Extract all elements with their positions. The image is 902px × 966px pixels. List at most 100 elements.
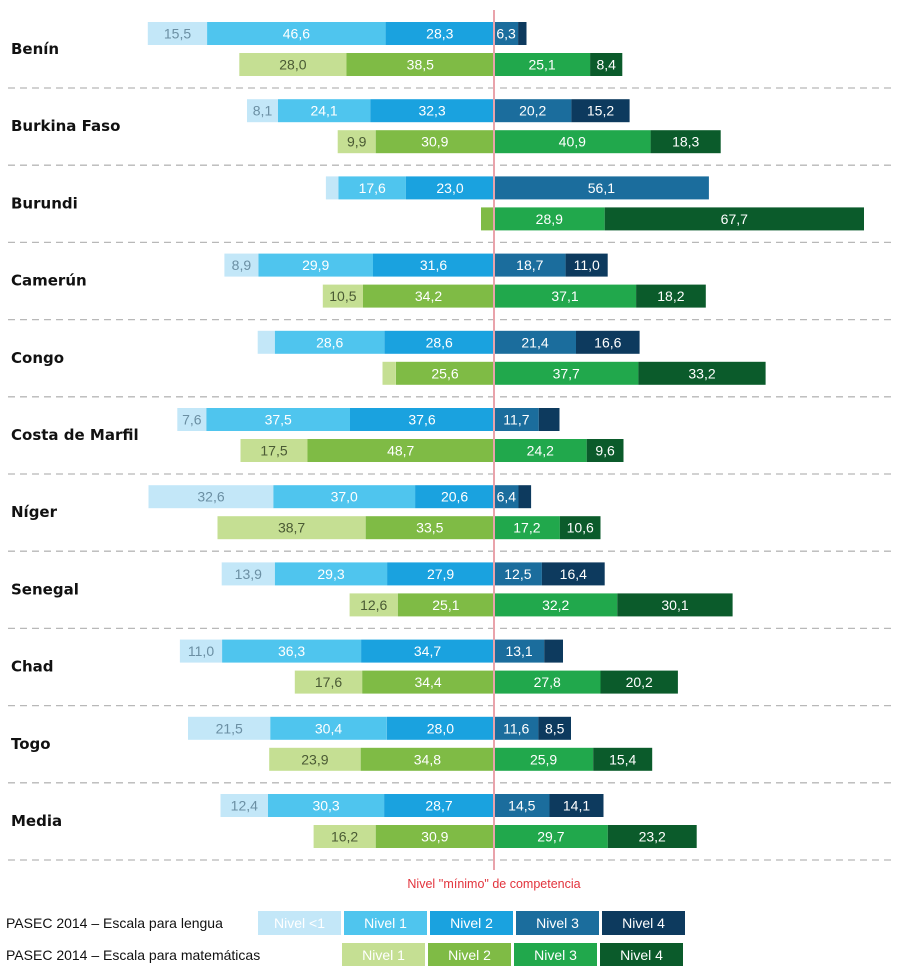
lengua-bar-5 xyxy=(518,22,527,45)
legend-label: Nivel 4 xyxy=(622,915,665,931)
lengua-bar-1 xyxy=(148,485,274,509)
lengua-bar-2 xyxy=(273,485,416,509)
lengua-bar-4 xyxy=(494,176,709,200)
matematicas-bar-1 xyxy=(240,439,308,462)
legend-swatch xyxy=(514,943,597,966)
matematicas-bar-1 xyxy=(313,825,376,848)
matematicas-bar-4 xyxy=(604,207,864,231)
legend-label: Nivel 2 xyxy=(448,947,491,963)
matematicas-bar-3 xyxy=(494,593,618,617)
lengua-bar-4 xyxy=(494,485,519,509)
lengua-data-label: 27,9 xyxy=(427,566,454,582)
lengua-bar-4 xyxy=(494,408,539,431)
legend-label: Nivel <1 xyxy=(274,915,325,931)
lengua-bar-3 xyxy=(385,22,494,45)
lengua-data-label: 37,0 xyxy=(331,489,358,505)
lengua-data-label: 6,3 xyxy=(496,26,516,42)
legend-swatch xyxy=(344,911,427,935)
legend-label: Nivel 3 xyxy=(536,915,579,931)
legend-title: PASEC 2014 – Escala para lengua xyxy=(6,915,223,931)
lengua-bar-4 xyxy=(494,99,572,123)
matematicas-bar-4 xyxy=(617,593,733,617)
lengua-bar-1 xyxy=(221,562,275,586)
lengua-data-label: 32,3 xyxy=(418,103,445,119)
lengua-bar-1 xyxy=(257,330,275,354)
matematicas-bar-1 xyxy=(217,516,366,540)
lengua-data-label: 15,5 xyxy=(164,26,191,42)
country-label: Media xyxy=(11,812,62,830)
legend-title: PASEC 2014 – Escala para matemáticas xyxy=(6,947,260,963)
matematicas-bar-1 xyxy=(322,284,363,308)
matematicas-data-label: 12,6 xyxy=(360,597,387,613)
matematicas-bar-2 xyxy=(396,361,494,385)
matematicas-bar-3 xyxy=(494,439,587,462)
lengua-data-label: 16,6 xyxy=(594,334,621,350)
lengua-data-label: 28,7 xyxy=(425,798,452,814)
lengua-bar-4 xyxy=(494,716,539,740)
legend-label: Nivel 2 xyxy=(450,915,493,931)
lengua-data-label: 18,7 xyxy=(516,257,543,273)
matematicas-data-label: 24,2 xyxy=(527,443,554,459)
matematicas-bar-2 xyxy=(307,439,494,462)
legend-swatch xyxy=(516,911,599,935)
lengua-bar-3 xyxy=(386,716,494,740)
lengua-bar-5 xyxy=(576,330,640,354)
lengua-data-label: 20,6 xyxy=(441,489,468,505)
matematicas-bar-2 xyxy=(375,825,494,848)
lengua-bar-5 xyxy=(518,485,532,509)
matematicas-data-label: 25,1 xyxy=(528,57,555,73)
matematicas-bar-3 xyxy=(494,361,639,385)
lengua-bar-2 xyxy=(270,716,387,740)
matematicas-bar-2 xyxy=(362,670,494,694)
matematicas-data-label: 16,2 xyxy=(331,829,358,845)
matematicas-data-label: 30,1 xyxy=(661,597,688,613)
matematicas-data-label: 25,6 xyxy=(431,365,458,381)
legend-label: Nivel 1 xyxy=(364,915,407,931)
lengua-data-label: 30,4 xyxy=(315,720,342,736)
country-label: Camerún xyxy=(11,272,87,290)
matematicas-data-label: 27,8 xyxy=(534,674,561,690)
lengua-bar-2 xyxy=(274,562,388,586)
matematicas-bar-4 xyxy=(600,670,678,694)
lengua-bar-3 xyxy=(405,176,494,200)
lengua-bar-2 xyxy=(206,408,350,431)
lengua-data-label: 20,2 xyxy=(519,103,546,119)
country-label: Burundi xyxy=(11,194,78,212)
lengua-data-label: 37,6 xyxy=(408,412,435,428)
legend: PASEC 2014 – Escala para lengua Nivel <1 N… xyxy=(6,911,685,966)
lengua-bar-3 xyxy=(370,99,494,123)
lengua-bar-2 xyxy=(274,330,385,354)
matematicas-bar-2 xyxy=(397,593,494,617)
lengua-bar-2 xyxy=(222,639,362,663)
matematicas-data-label: 30,9 xyxy=(421,829,448,845)
matematicas-bar-1 xyxy=(337,130,376,154)
matematicas-data-label: 18,3 xyxy=(672,134,699,150)
lengua-data-label: 29,9 xyxy=(302,257,329,273)
matematicas-data-label: 33,2 xyxy=(688,365,715,381)
lengua-data-label: 34,7 xyxy=(414,643,441,659)
lengua-data-label: 21,4 xyxy=(521,334,548,350)
matematicas-data-label: 18,2 xyxy=(657,288,684,304)
matematicas-bar-3 xyxy=(494,747,594,771)
lengua-bar-4 xyxy=(494,639,545,663)
matematicas-data-label: 8,4 xyxy=(596,57,616,73)
matematicas-bar-2 xyxy=(365,516,494,540)
country-label: Benín xyxy=(11,40,59,58)
lengua-bar-4 xyxy=(494,794,550,817)
matematicas-bar-3 xyxy=(494,53,591,76)
row-separators xyxy=(8,87,895,861)
lengua-data-label: 28,3 xyxy=(426,26,453,42)
matematicas-data-label: 15,4 xyxy=(609,751,636,767)
lengua-data-label: 36,3 xyxy=(278,643,305,659)
lengua-bar-3 xyxy=(415,485,494,509)
lengua-bar-3 xyxy=(384,794,494,817)
matematicas-bar-4 xyxy=(638,361,766,385)
lengua-data-label: 28,0 xyxy=(427,720,454,736)
matematicas-bar-2 xyxy=(375,130,494,154)
matematicas-data-label: 17,2 xyxy=(513,520,540,536)
lengua-bar-5 xyxy=(571,99,630,123)
lengua-data-label: 30,3 xyxy=(312,798,339,814)
lengua-data-label: 11,6 xyxy=(503,720,529,736)
lengua-data-label: 56,1 xyxy=(588,180,615,196)
lengua-bar-1 xyxy=(147,22,208,45)
